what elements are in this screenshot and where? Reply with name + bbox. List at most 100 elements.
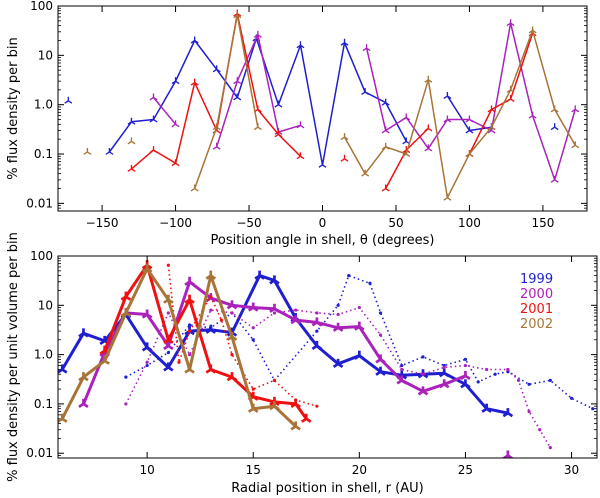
marker-leg xyxy=(354,354,361,360)
marker-leg xyxy=(469,153,474,157)
marker-leg xyxy=(78,332,85,338)
marker-leg xyxy=(188,280,195,286)
marker-leg xyxy=(171,123,176,128)
series-1-2-solid-point xyxy=(149,93,158,101)
marker-leg xyxy=(294,425,301,431)
legend-entry-1999: 1999 xyxy=(520,272,553,287)
marker-leg xyxy=(257,108,262,113)
series-2000-dotted-point xyxy=(400,367,404,372)
marker-leg xyxy=(131,140,136,145)
marker-leg xyxy=(385,187,390,192)
y-axis-label: % flux density per unit volume per bin xyxy=(6,232,21,482)
marker-leg xyxy=(236,14,242,19)
series-2000-dotted-point xyxy=(294,308,298,312)
series-2001-dotted-point xyxy=(219,318,223,322)
marker-leg xyxy=(61,368,68,374)
legend-entry-2001: 2001 xyxy=(520,302,553,317)
series-1999-dotted-point xyxy=(145,363,149,368)
series-1-1-solid-point xyxy=(212,65,221,73)
marker-leg xyxy=(146,267,153,273)
series-1999-solid-point xyxy=(163,362,174,372)
series-1-1-solid-point xyxy=(381,98,390,106)
marker-leg xyxy=(252,395,259,401)
series-1999-dotted-point xyxy=(315,329,319,333)
marker-leg xyxy=(305,417,312,423)
marker-leg xyxy=(131,121,136,125)
series-1-1-solid-line xyxy=(108,37,407,166)
series-2000-dotted-point xyxy=(230,311,234,315)
marker-leg xyxy=(300,124,305,129)
series-1-2-solid-point xyxy=(550,175,559,183)
series-2002-solid-point xyxy=(247,403,259,413)
marker-leg xyxy=(278,133,283,138)
marker-leg xyxy=(194,187,199,192)
y-tick-label: 10 xyxy=(38,48,53,62)
marker-leg xyxy=(405,153,411,157)
series-2000-dotted-point xyxy=(166,311,170,315)
x-tick-label: 100 xyxy=(458,216,481,230)
marker-leg xyxy=(252,407,259,413)
marker-leg xyxy=(247,306,254,312)
x-axis-label: Radial position in shell, r (AU) xyxy=(231,481,423,496)
marker-leg xyxy=(212,68,218,73)
series-1-4-solid-point xyxy=(550,105,559,113)
marker-leg xyxy=(550,108,556,113)
series-2002-solid-point xyxy=(163,294,174,304)
series-1-2-solid-point xyxy=(362,44,371,52)
marker-leg xyxy=(212,126,218,131)
marker-leg xyxy=(141,313,148,319)
marker-leg xyxy=(424,79,429,83)
marker-leg xyxy=(296,44,301,49)
marker-leg xyxy=(375,358,382,364)
marker-leg xyxy=(487,126,492,131)
series-2001-solid-point xyxy=(163,334,174,344)
series-1-1-solid-point xyxy=(274,100,283,108)
marker-leg xyxy=(87,151,92,155)
marker-leg xyxy=(396,379,403,385)
marker-leg xyxy=(427,127,433,132)
marker-leg xyxy=(402,116,407,121)
marker-leg xyxy=(438,372,445,378)
series-2000-solid-point xyxy=(269,303,280,313)
marker-leg xyxy=(506,22,511,27)
series-1999-dotted-point xyxy=(591,407,595,411)
marker-leg xyxy=(574,108,580,113)
series-2000-dotted-point xyxy=(124,402,128,406)
series-1-3-solid-point xyxy=(296,152,305,160)
marker-leg xyxy=(233,80,238,85)
series-1-4-solid-point xyxy=(571,141,580,149)
series-1-3-solid-line xyxy=(468,33,534,155)
marker-leg xyxy=(188,368,195,374)
marker-leg xyxy=(571,108,576,113)
series-1-4-solid-point xyxy=(506,85,515,93)
x-tick-label: −150 xyxy=(86,216,119,230)
series-1-4-solid-point xyxy=(402,150,411,157)
marker-leg xyxy=(153,96,158,101)
series-1-3-solid-point xyxy=(149,146,158,154)
series-2000-solid-point xyxy=(375,354,386,364)
marker-leg xyxy=(491,108,496,113)
series-2000-dotted-point xyxy=(187,353,192,357)
series-1-2-solid-point xyxy=(465,115,474,123)
marker-leg xyxy=(149,118,154,123)
series-1-1-solid-point xyxy=(550,123,559,131)
series-2001-dotted-point xyxy=(272,378,277,382)
marker-leg xyxy=(485,407,492,413)
marker-leg xyxy=(231,335,238,341)
marker-leg xyxy=(184,368,191,374)
series-1-2-solid-point xyxy=(253,30,262,38)
marker-leg xyxy=(443,197,448,201)
series-2000-dotted-point xyxy=(336,312,340,317)
marker-leg xyxy=(252,306,259,312)
marker-leg xyxy=(507,412,514,418)
marker-leg xyxy=(460,374,467,381)
marker-leg xyxy=(424,147,429,152)
series-1999-dotted-point xyxy=(368,281,372,285)
marker-leg xyxy=(574,144,580,149)
marker-leg xyxy=(443,118,448,123)
marker-leg xyxy=(361,173,366,177)
x-axis-label: Position angle in shell, θ (degrees) xyxy=(211,233,435,248)
series-2000-solid-point xyxy=(396,375,408,385)
